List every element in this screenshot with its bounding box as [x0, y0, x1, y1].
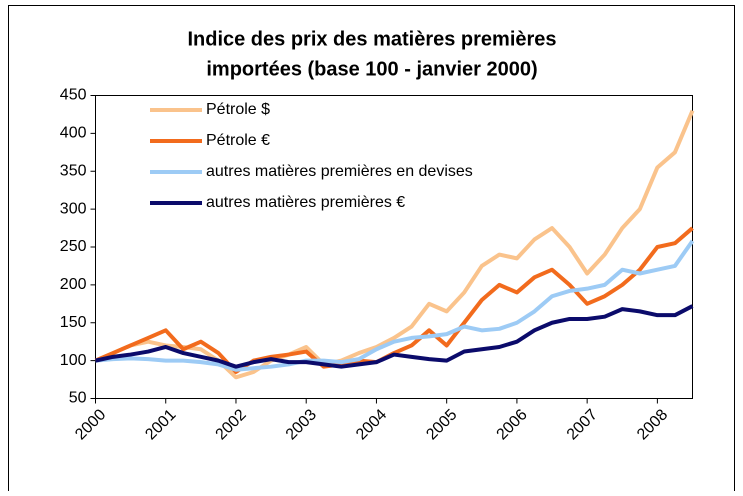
- x-tick-label: 2004: [353, 406, 390, 443]
- y-tick-label: 300: [60, 200, 87, 217]
- series-line: [94, 109, 695, 380]
- legend-label: Pétrole $: [206, 101, 270, 118]
- x-tick-label: 2008: [634, 406, 671, 443]
- y-tick-label: 350: [60, 162, 87, 179]
- x-tick-label: 2001: [142, 406, 179, 443]
- y-tick-label: 50: [69, 390, 87, 407]
- chart-title: importées (base 100 - janvier 2000): [206, 58, 537, 80]
- chart-border: [8, 5, 735, 496]
- y-tick-label: 450: [60, 87, 87, 104]
- y-tick-label: 150: [60, 314, 87, 331]
- y-tick-label: 250: [60, 238, 87, 255]
- x-tick-label: 2006: [494, 406, 531, 443]
- x-tick-label: 2007: [564, 406, 601, 443]
- y-tick-label: 200: [60, 276, 87, 293]
- y-tick-label: 400: [60, 125, 87, 142]
- series-line: [94, 226, 694, 374]
- x-tick-label: 2000: [72, 406, 109, 443]
- x-tick-label: 2005: [423, 406, 460, 443]
- series-line: [95, 239, 695, 372]
- x-tick-label: 2002: [213, 406, 250, 443]
- series-line: [95, 304, 694, 369]
- legend-label: autres matières premières en devises: [206, 163, 473, 180]
- y-tick-label: 100: [60, 352, 87, 369]
- legend-label: autres matières premières €: [206, 194, 405, 211]
- chart-title: Indice des prix des matières premières: [187, 28, 556, 50]
- x-tick-label: 2003: [283, 406, 320, 443]
- legend-label: Pétrole €: [206, 132, 270, 149]
